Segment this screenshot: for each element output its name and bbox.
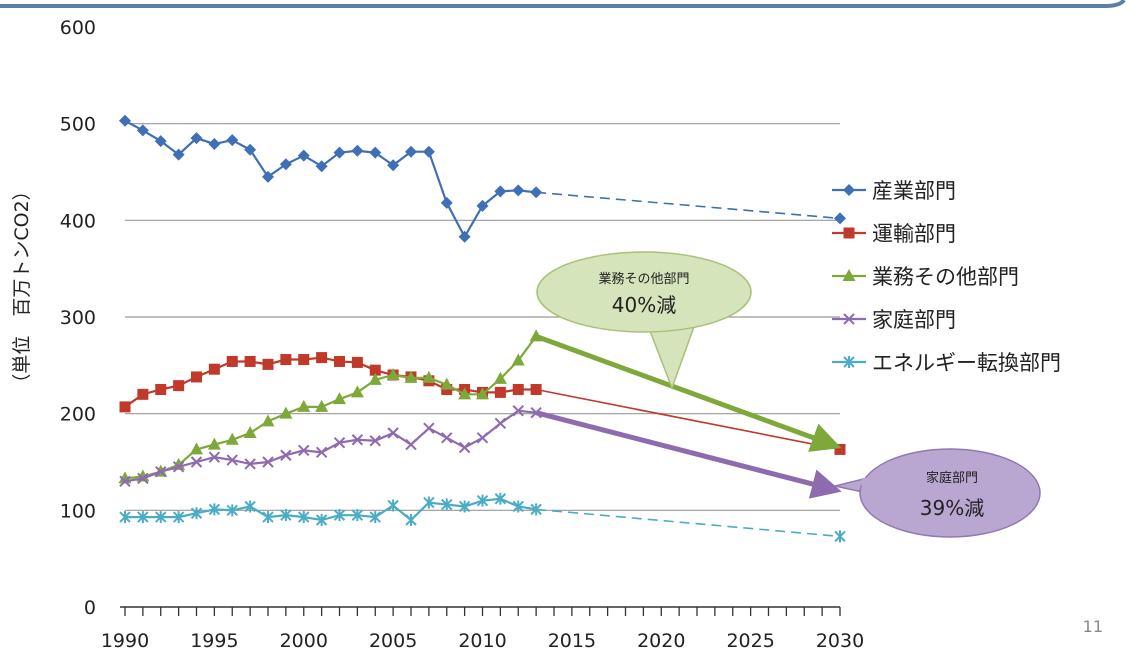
data-point [244,426,257,438]
data-point [208,138,220,150]
legend-item-0: 産業部門 [832,179,956,203]
legend-label: 家庭部門 [872,308,956,332]
data-point [843,184,855,196]
data-point [334,356,345,367]
data-point [406,514,416,526]
data-point [120,401,131,412]
data-point [834,212,846,224]
x-tick-label: 1990 [101,630,149,652]
x-tick-label: 2000 [280,630,328,652]
bubble-label: 家庭部門 [926,470,978,486]
bubble-value: 40%減 [612,293,676,317]
data-point [191,371,202,382]
y-tick-label: 400 [60,210,96,232]
data-point [478,433,488,443]
data-point [226,134,238,146]
data-point [137,389,148,400]
series-line [125,336,536,478]
x-tick-label: 2020 [637,630,685,652]
series-line [125,499,536,520]
legend-item-2: 業務その他部門 [832,265,1019,289]
legend-label: 運輸部門 [872,222,956,246]
projection-line [536,509,840,536]
data-point [495,387,506,398]
series-0 [119,115,846,243]
series-3 [120,406,541,487]
series-line [125,121,536,237]
data-point [406,440,416,450]
data-point [137,124,149,136]
series-group [119,115,847,543]
bubble-label: 業務その他部門 [598,271,689,287]
bubble-ellipse [860,449,1040,537]
legend-label: 産業部門 [872,179,956,203]
data-point [298,150,310,162]
y-axis-label: （単位 百万トンCO2） [11,181,33,392]
reduction-arrows [536,336,832,489]
reduction-arrow [536,413,832,489]
legend-label: 業務その他部門 [872,265,1019,289]
series-line [125,411,536,482]
x-tick-label: 2005 [369,630,417,652]
series-4 [120,493,845,543]
y-tick-label: 200 [60,404,96,426]
series-line [125,358,536,407]
header-border [0,0,1124,6]
y-tick-label: 500 [60,114,96,136]
data-point [263,359,274,370]
data-point [316,352,327,363]
y-tick-label: 100 [60,500,96,522]
data-point [835,530,845,542]
data-point [844,228,855,239]
x-tick-label: 2030 [816,630,864,652]
data-point [460,443,470,453]
x-tick-label: 2010 [458,630,506,652]
legend: 産業部門運輸部門業務その他部門家庭部門エネルギー転換部門 [832,179,1061,375]
data-point [209,364,220,375]
axes: 1990 1995 2000 2005 2010 2015 2020 2025 2030 0 100… [60,17,864,652]
series-2 [119,329,543,483]
data-point [155,384,166,395]
data-point [119,115,131,127]
data-point [298,354,309,365]
data-point [388,500,398,512]
data-point [173,380,184,391]
data-point [227,356,238,367]
projection-line [536,192,840,218]
data-point [352,357,363,368]
data-point [351,385,364,397]
bubble-value: 39%減 [920,496,984,520]
legend-item-4: エネルギー転換部門 [832,351,1061,375]
x-tick-label: 1995 [190,630,238,652]
data-point [245,356,256,367]
data-point [513,384,524,395]
data-point [835,444,846,455]
data-point [495,418,505,428]
bubble-ellipse [537,252,751,332]
y-tick-label: 300 [60,307,96,329]
series-1 [120,352,846,455]
data-point [441,197,453,209]
legend-label: エネルギー転換部門 [872,351,1061,375]
data-point [280,354,291,365]
data-point [351,145,363,157]
data-point [423,146,435,158]
data-point [512,184,524,196]
data-point [244,144,256,156]
data-point [388,428,398,438]
legend-item-1: 運輸部門 [832,222,956,246]
legend-item-3: 家庭部門 [832,308,956,332]
projection-line [536,390,840,450]
page-number: 11 [1083,617,1103,636]
x-tick-label: 2025 [726,630,774,652]
y-tick-label: 600 [60,17,96,39]
data-point [424,423,434,433]
y-tick-label: 0 [84,597,96,619]
data-point [459,231,471,243]
x-tick-label: 2015 [548,630,596,652]
grid [125,124,840,511]
data-point [442,433,452,443]
